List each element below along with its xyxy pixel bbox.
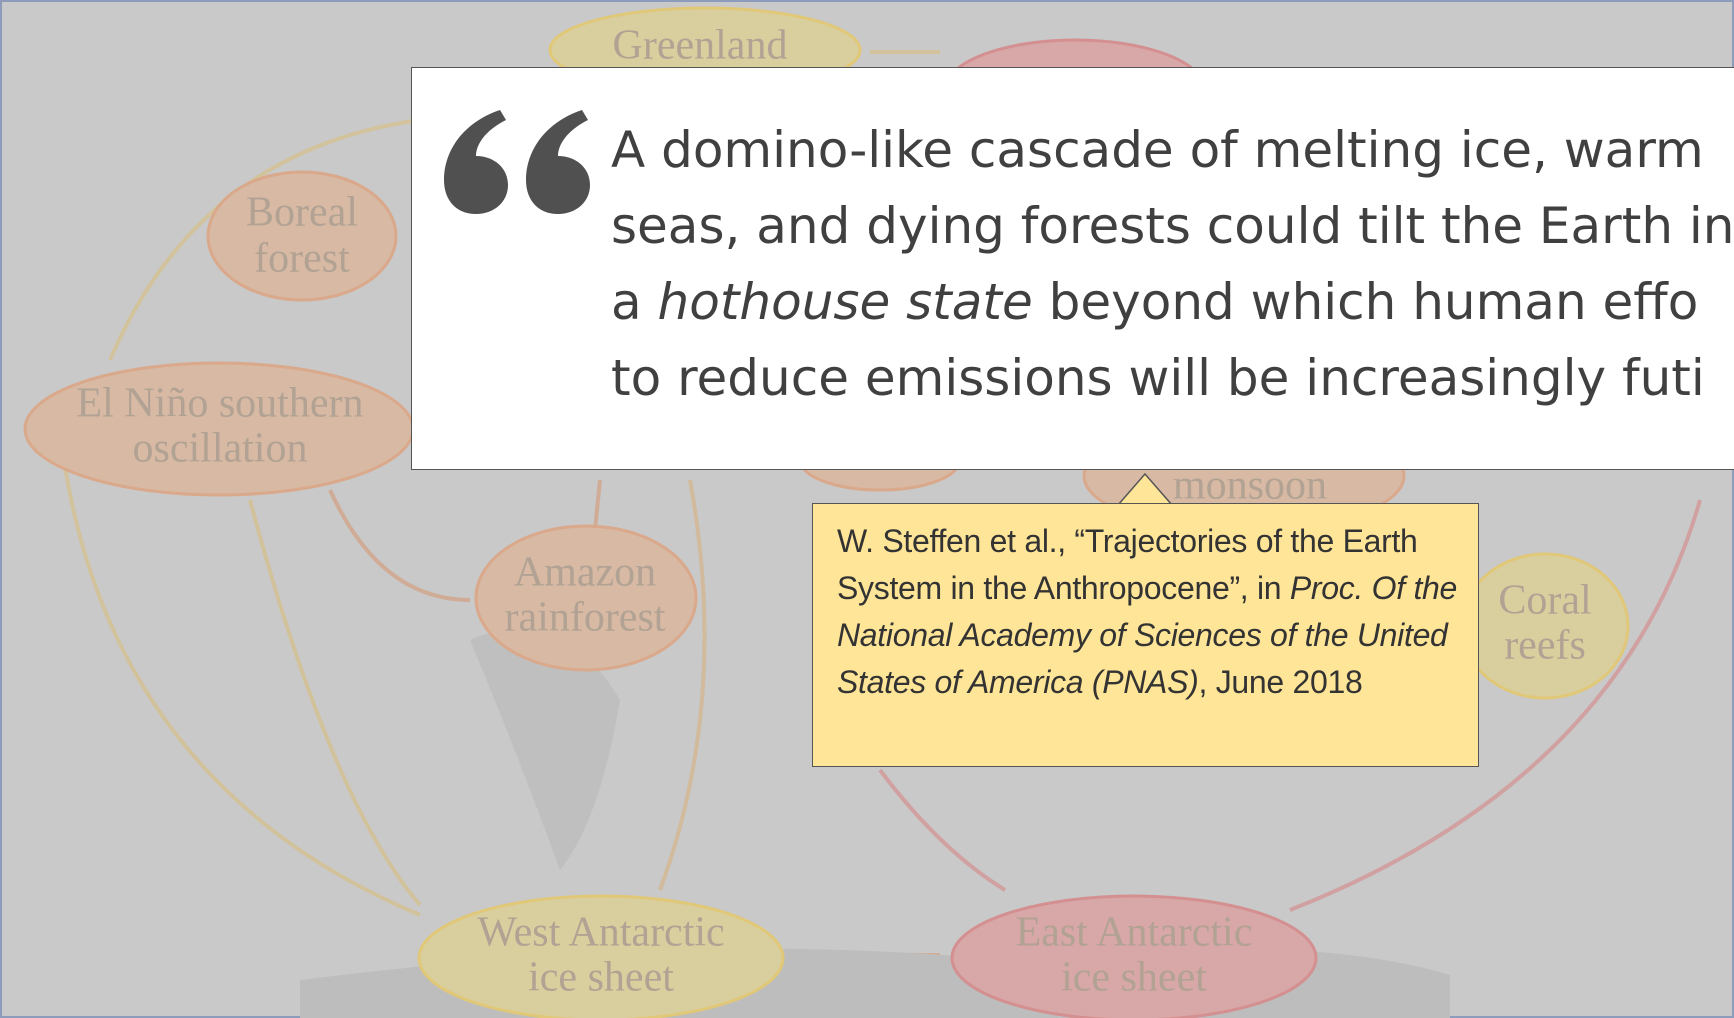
node-label: West Antarctic [477, 910, 724, 956]
node-label: ice sheet [1061, 955, 1207, 1001]
arrow [248, 499, 422, 907]
quote-text: A domino-like cascade of melting ice, wa… [611, 112, 1734, 416]
node-label: reefs [1504, 623, 1586, 669]
node [474, 524, 698, 672]
arrow [878, 768, 1007, 892]
node-label: Boreal [246, 190, 358, 236]
citation-text: W. Steffen et al., “Trajectories of the … [837, 523, 1418, 606]
citation-text: , June 2018 [1198, 664, 1363, 700]
arrow [58, 429, 421, 917]
node [950, 894, 1318, 1018]
node [417, 894, 785, 1018]
quote-box [411, 67, 1734, 470]
quote-line: a hothouse state beyond which human effo [611, 264, 1734, 340]
node-label: Amazon [514, 550, 656, 596]
quote-line: seas, and dying forests could tilt the E… [611, 197, 1734, 255]
south-america [470, 628, 620, 870]
callout-pointer [1118, 472, 1173, 506]
node-label: Coral [1498, 578, 1591, 624]
node-label: ice sheet [528, 955, 674, 1001]
citation-journal: Proc. Of the National Academy of Science… [837, 570, 1458, 700]
quote-text-part: beyond which human effo [1032, 273, 1699, 331]
node-label: monsoon [1173, 463, 1327, 509]
arrow [328, 489, 471, 602]
node [206, 170, 398, 302]
node-label: El Niño southern [77, 381, 364, 427]
node-label: East Antarctic [1016, 910, 1253, 956]
arrow [658, 479, 707, 891]
arrow [593, 479, 602, 531]
node-label: rainforest [505, 595, 666, 641]
quote-line: to reduce emissions will be increasingly… [611, 349, 1705, 407]
quote-emphasis: hothouse state [657, 273, 1033, 331]
citation-callout: W. Steffen et al., “Trajectories of the … [812, 503, 1479, 767]
node-label: oscillation [133, 426, 308, 472]
node-label: Greenland [613, 23, 788, 69]
quote-mark-icon [444, 110, 590, 214]
arrow [1289, 499, 1702, 912]
quote-text-part: a [611, 273, 658, 331]
quote-line: A domino-like cascade of melting ice, wa… [611, 121, 1704, 179]
node-label: forest [254, 236, 350, 282]
